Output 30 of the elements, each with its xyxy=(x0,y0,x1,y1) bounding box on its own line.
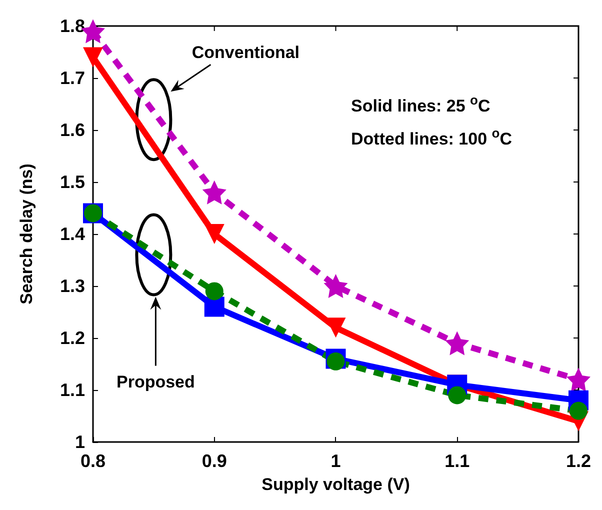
y-tick-label: 1.5 xyxy=(60,172,85,192)
y-axis-title: Search delay (ns) xyxy=(17,164,36,304)
point xyxy=(324,274,348,298)
annotation: Conventional xyxy=(192,43,300,62)
point xyxy=(202,180,226,204)
y-tick-label: 1.7 xyxy=(60,68,85,88)
point xyxy=(83,47,103,68)
point xyxy=(204,296,224,317)
x-axis-title: Supply voltage (V) xyxy=(262,475,410,494)
y-tick-label: 1.1 xyxy=(60,380,85,400)
x-tick-label: 1.2 xyxy=(566,451,592,471)
point xyxy=(326,352,345,370)
x-tick-label: 0.9 xyxy=(202,451,227,471)
point xyxy=(205,282,224,300)
point xyxy=(448,386,466,404)
point xyxy=(204,224,224,244)
point xyxy=(570,402,588,420)
annotation: Proposed xyxy=(116,372,195,392)
x-tick-label: 0.8 xyxy=(80,451,106,471)
y-tick-label: 1.3 xyxy=(60,276,85,296)
y-tick-label: 1.8 xyxy=(60,16,85,36)
y-tick-label: 1.4 xyxy=(60,224,85,244)
y-tick-label: 1.2 xyxy=(60,328,85,348)
y-tick-label: 1.6 xyxy=(60,120,85,140)
point xyxy=(326,318,346,338)
point xyxy=(566,368,590,392)
x-tick-label: 1 xyxy=(330,451,341,471)
y-tick-label: 1 xyxy=(74,432,85,452)
x-tick-label: 1.1 xyxy=(444,451,470,471)
point xyxy=(445,331,470,356)
